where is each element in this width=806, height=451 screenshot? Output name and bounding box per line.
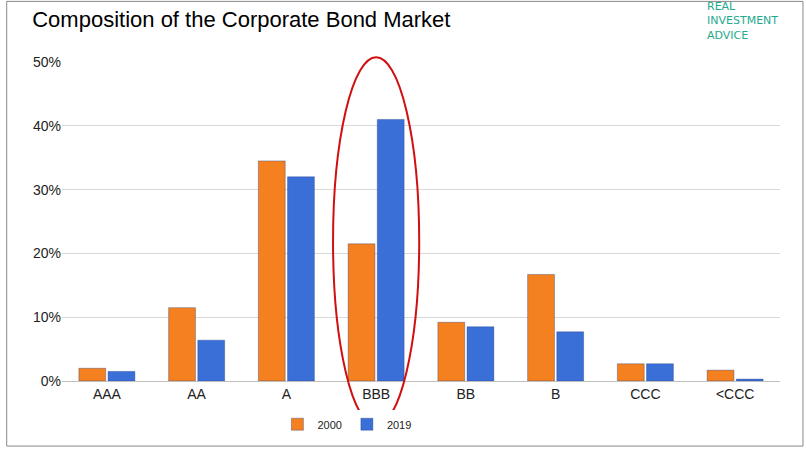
svg-text:2000: 2000	[317, 419, 341, 431]
svg-text:Composition of the Corporate B: Composition of the Corporate Bond Market	[32, 7, 450, 32]
svg-text:40%: 40%	[33, 118, 61, 134]
svg-text:A: A	[282, 386, 292, 402]
svg-text:20%: 20%	[33, 245, 61, 261]
svg-text:2019: 2019	[387, 419, 411, 431]
svg-text:<CCC: <CCC	[716, 386, 755, 402]
svg-text:30%: 30%	[33, 182, 61, 198]
svg-text:AAA: AAA	[93, 386, 122, 402]
svg-text:0%: 0%	[41, 373, 61, 389]
svg-text:B: B	[551, 386, 560, 402]
svg-text:BBB: BBB	[362, 386, 390, 402]
svg-text:50%: 50%	[33, 54, 61, 70]
svg-text:10%: 10%	[33, 309, 61, 325]
svg-text:REALINVESTMENTADVICE: REALINVESTMENTADVICE	[707, 0, 778, 42]
svg-text:AA: AA	[187, 386, 206, 402]
svg-text:CCC: CCC	[630, 386, 660, 402]
svg-text:BB: BB	[457, 386, 476, 402]
